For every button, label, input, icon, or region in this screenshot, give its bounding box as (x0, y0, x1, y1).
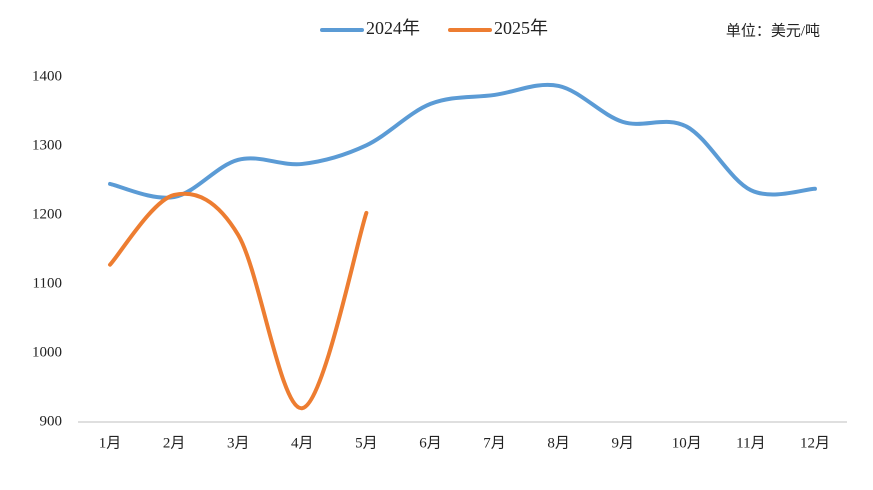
legend-label: 2025年 (494, 18, 548, 38)
x-tick-label: 7月 (483, 435, 506, 451)
line-series (108, 82, 817, 200)
y-tick-label: 1000 (32, 344, 62, 360)
y-tick-label: 1400 (32, 68, 62, 84)
legend-label: 2024年 (366, 18, 420, 38)
x-tick-label: 2月 (163, 435, 186, 451)
x-tick-label: 8月 (547, 435, 570, 451)
legend: 2024年 2025年 (320, 18, 548, 38)
x-tick-label: 10月 (672, 435, 702, 451)
x-tick-label: 5月 (355, 435, 378, 451)
x-tick-label: 3月 (227, 435, 250, 451)
x-tick-label: 9月 (611, 435, 634, 451)
y-tick-label: 900 (40, 413, 63, 429)
y-tick-label: 1300 (32, 137, 62, 153)
line-series (108, 191, 369, 411)
x-tick-label: 11月 (736, 435, 765, 451)
unit-label: 单位：美元/吨 (726, 22, 820, 39)
y-tick-label: 1200 (32, 206, 62, 222)
x-tick-label: 1月 (99, 435, 122, 451)
x-tick-label: 4月 (291, 435, 314, 451)
y-tick-label: 1100 (33, 275, 62, 291)
x-tick-label: 12月 (800, 435, 830, 451)
x-tick-label: 6月 (419, 435, 442, 451)
